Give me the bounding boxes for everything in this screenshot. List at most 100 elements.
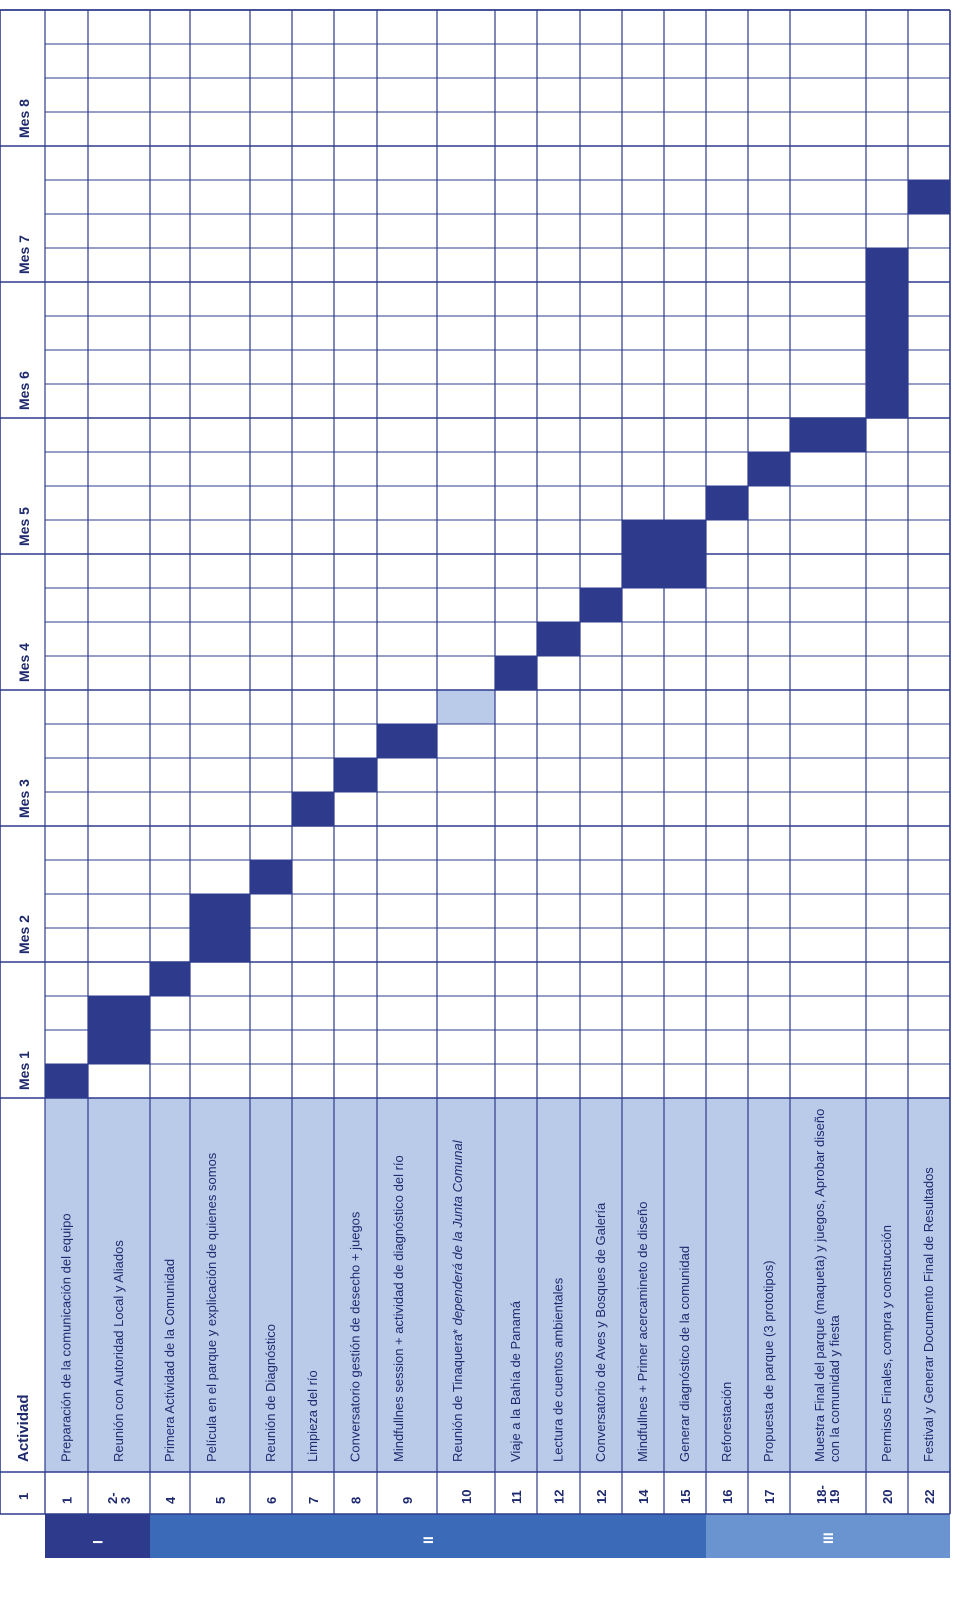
row-number: 5	[213, 1496, 228, 1504]
active-week-cell	[866, 350, 908, 384]
activity-label: Viaje a la Bahía de Panamá	[508, 1107, 523, 1462]
activity-text: Película en el parque y explicación de q…	[204, 1152, 219, 1462]
activity-label: Propuesta de parque (3 prototipos)	[761, 1107, 776, 1462]
active-week-cell	[908, 180, 950, 214]
row-number: 10	[459, 1489, 474, 1504]
row-number: 22	[922, 1489, 937, 1504]
active-week-cell	[706, 486, 748, 520]
row-number: 12	[594, 1489, 609, 1504]
active-week-cell	[150, 962, 190, 996]
activity-label: Reforestación	[719, 1107, 734, 1462]
activity-text: Limpieza del río	[305, 1370, 320, 1462]
activity-label: Mindfullnes session + actividad de diagn…	[391, 1107, 406, 1462]
active-week-cell	[495, 656, 537, 690]
row-number: 12	[551, 1489, 567, 1504]
row-number: 20	[880, 1489, 895, 1504]
activity-text: Reforestación	[719, 1381, 734, 1462]
activity-text: Mindfullnes + Primer acercamineto de dis…	[635, 1201, 650, 1463]
activity-text: Conversatorio de Aves y Bosques de Galer…	[593, 1202, 608, 1462]
active-week-cell	[866, 316, 908, 350]
active-week-cell	[866, 248, 908, 282]
active-week-cell	[190, 928, 250, 962]
activity-label: Generar diagnóstico de la comunidad	[677, 1107, 692, 1462]
activity-note: dependerá de la Junta Comunal	[450, 1140, 465, 1326]
activity-text: Viaje a la Bahía de Panamá	[508, 1301, 523, 1462]
active-week-cell	[664, 554, 706, 588]
row-number: 18- 19	[814, 1485, 842, 1504]
activity-text: Generar diagnóstico de la comunidad	[677, 1245, 692, 1462]
activity-label: Preparación de la comunicación del equip…	[59, 1107, 74, 1462]
active-week-cell	[790, 418, 866, 452]
active-week-cell	[88, 996, 150, 1030]
activity-label: Reunión con Autoridad Local y Aliados	[111, 1107, 126, 1462]
row-number: 4	[163, 1496, 178, 1504]
activity-text: Mindfullnes session + actividad de diagn…	[391, 1155, 406, 1462]
active-week-cell	[45, 1064, 88, 1098]
active-week-cell	[292, 792, 334, 826]
activity-text: Lectura de cuentos ambientales	[550, 1277, 566, 1462]
month-header: Mes 6	[16, 371, 32, 410]
activity-text: Primera Actividad de la Comunidad	[162, 1258, 177, 1462]
active-week-cell	[190, 894, 250, 928]
activity-text: Reunión con Autoridad Local y Aliados	[111, 1240, 126, 1462]
row-number: 1	[59, 1496, 75, 1504]
month-header: Mes 3	[16, 779, 32, 818]
row-number: 7	[306, 1496, 321, 1504]
activity-text: Muestra Final del parque (maqueta) y jue…	[812, 1108, 842, 1462]
phase-label: III	[820, 1532, 836, 1544]
row-number: 16	[720, 1489, 735, 1504]
active-week-cell	[250, 860, 292, 894]
phase-band-3	[706, 1514, 950, 1558]
row-number: 6	[264, 1496, 279, 1504]
activity-label: Reunión de Tinaquera* dependerá de la Ju…	[450, 1107, 465, 1462]
active-week-cell	[622, 520, 664, 554]
activity-text: Festival y Generar Documento Final de Re…	[921, 1167, 936, 1462]
phase-band-1	[45, 1514, 150, 1558]
active-week-cell	[622, 554, 664, 588]
row-number: 9	[400, 1496, 415, 1504]
row-number: 14	[636, 1489, 651, 1504]
activity-label: Primera Actividad de la Comunidad	[162, 1107, 177, 1462]
active-week-cell	[748, 452, 790, 486]
activity-text: Permisos Finales, compra y construcción	[879, 1225, 894, 1462]
activity-label: Mindfullnes + Primer acercamineto de dis…	[635, 1107, 650, 1463]
activity-label: Lectura de cuentos ambientales	[551, 1107, 566, 1462]
activity-label: Película en el parque y explicación de q…	[204, 1107, 219, 1462]
activity-label: Muestra Final del parque (maqueta) y jue…	[812, 1107, 842, 1462]
activity-label: Permisos Finales, compra y construcción	[879, 1107, 894, 1462]
activity-label: Conversatorio gestión de desecho + juego…	[348, 1107, 363, 1462]
month-header: Mes 4	[16, 643, 32, 682]
phase-label: II	[420, 1536, 436, 1544]
active-week-cell	[580, 588, 622, 622]
activity-text: Conversatorio gestión de desecho + juego…	[347, 1211, 363, 1462]
tentative-week-cell	[437, 690, 495, 724]
active-week-cell	[88, 1030, 150, 1064]
row-number: 11	[509, 1490, 524, 1504]
active-week-cell	[377, 724, 437, 758]
activity-label: Festival y Generar Documento Final de Re…	[921, 1107, 936, 1462]
month-header: Mes 1	[16, 1051, 32, 1090]
active-week-cell	[866, 282, 908, 316]
row-number: 2- 3	[105, 1492, 133, 1504]
activity-column-bg	[45, 1098, 950, 1472]
phase-band-2	[150, 1514, 706, 1558]
activity-label: Reunión de Diagnóstico	[263, 1107, 278, 1462]
row-number: 15	[678, 1489, 693, 1504]
activity-label: Limpieza del río	[305, 1107, 320, 1462]
month-header: Mes 7	[16, 235, 32, 274]
row-number: 8	[348, 1496, 364, 1504]
month-header: Mes 2	[16, 915, 32, 954]
header-number: 1	[16, 1492, 31, 1500]
activity-text: Propuesta de parque (3 prototipos)	[761, 1260, 776, 1462]
phase-label: I	[89, 1540, 106, 1544]
active-week-cell	[664, 520, 706, 554]
activity-text: Reunión de Diagnóstico	[263, 1323, 278, 1462]
active-week-cell	[866, 384, 908, 418]
activity-text: Reunión de Tinaquera*	[450, 1329, 465, 1462]
month-header: Mes 8	[16, 99, 32, 138]
active-week-cell	[537, 622, 580, 656]
activity-text: Preparación de la comunicación del equip…	[58, 1213, 74, 1462]
month-header: Mes 5	[16, 507, 32, 546]
